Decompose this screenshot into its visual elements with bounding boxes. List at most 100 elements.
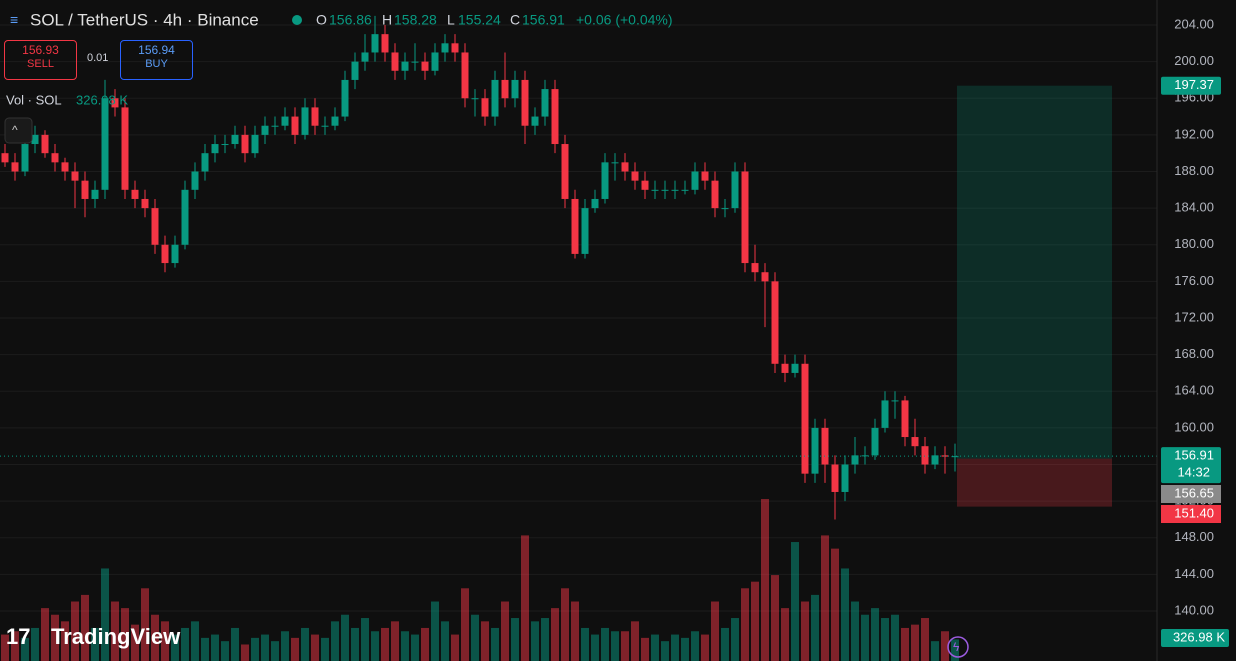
candle-body [151,208,159,245]
candle-body [451,43,459,53]
volume-bar [711,601,719,661]
volume-bar [41,608,49,661]
candle-body [471,98,479,100]
y-tick-label: 200.00 [1174,53,1214,68]
volume-bar [281,631,289,661]
candle-body [331,116,339,126]
volume-bar [181,627,189,661]
candle-body [481,98,489,117]
volume-bar [171,634,179,661]
target-label-bg [1161,76,1221,95]
candle-body [371,34,379,53]
volume-bar [911,624,919,661]
volume-bar [141,588,149,661]
y-tick-label: 140.00 [1174,602,1214,617]
entry-label: 156.65 [1174,485,1214,500]
volume-bar [641,637,649,661]
candle-body [731,171,739,209]
logo: TradingView [51,624,181,649]
volume-bar [361,618,369,661]
candle-body [71,171,79,181]
change: +0.06 (+0.04%) [576,12,673,28]
candle-body [831,464,839,492]
sell-button[interactable]: 156.93 SELL [4,40,77,80]
stop-label-bg [1161,505,1221,523]
volume-bar [591,634,599,661]
volume-bar [71,601,79,661]
volume-legend-value: 326.98 K [76,92,128,107]
volume-bar [341,614,349,661]
volume-bar [731,618,739,661]
candle-body [191,171,199,190]
candle-body [361,52,369,62]
volume-bar [351,627,359,661]
volume-bar [521,535,529,661]
candle-body [511,79,519,99]
volume-bar [741,588,749,661]
candle-body [901,400,909,438]
buy-label: BUY [145,58,168,70]
collapse-icon: ^ [12,123,18,137]
flash-button[interactable] [947,636,969,658]
candle-body [231,134,239,145]
candle-body [881,400,889,428]
candle-body [581,208,589,254]
volume-axis-label: 326.98 K [1173,629,1225,644]
menu-icon[interactable]: ≡ [10,12,18,28]
candle-body [951,456,959,458]
target-label: 197.37 [1174,77,1214,92]
volume-bar [11,631,19,661]
candle-body [871,427,879,456]
candle-body [1,153,9,163]
volume-bar [771,575,779,661]
volume-bar [331,621,339,661]
candle-body [221,144,229,146]
candle-body [821,427,829,465]
volume-bar [151,614,159,661]
candle-body [931,455,939,465]
candle-body [921,446,929,465]
collapse-button[interactable] [4,117,33,144]
candle-body [701,171,709,181]
volume-bar [91,627,99,661]
volume-bar [891,614,899,661]
y-tick-label: 184.00 [1174,200,1214,215]
spread: 0.01 [87,52,109,64]
buy-button[interactable]: 156.94 BUY [120,40,193,80]
volume-bar [301,627,309,661]
volume-bar [581,627,589,661]
candle-body [411,61,419,63]
c-value: 156.91 [522,12,565,28]
candle-body [571,198,579,254]
volume-bar [461,588,469,661]
volume-bar [401,631,409,661]
volume-bar [391,621,399,661]
buy-price: 156.94 [138,43,175,57]
volume-bar [511,618,519,661]
volume-bar [111,601,119,661]
candle-body [491,79,499,117]
y-tick-label: 168.00 [1174,346,1214,361]
volume-bar [61,621,69,661]
volume-bar [781,608,789,661]
candle-body [141,198,149,209]
h-value: 158.28 [394,12,437,28]
volume-bar [691,631,699,661]
volume-bar [821,535,829,661]
y-tick-label: 160.00 [1174,419,1214,434]
candle-body [461,52,469,99]
volume-bar [441,621,449,661]
o-label: O [316,12,327,28]
volume-bar [861,614,869,661]
candle-body [851,455,859,465]
entry-label-bg [1161,485,1221,503]
candle-body [771,281,779,364]
stop-zone [957,458,1112,507]
volume-bar [31,627,39,661]
candle-body [641,180,649,190]
symbol[interactable]: SOL / TetherUS · 4h · Binance [30,10,259,29]
candle-body [681,189,689,191]
candle-body [661,189,669,191]
candle-body [651,189,659,191]
candle-body [301,107,309,135]
